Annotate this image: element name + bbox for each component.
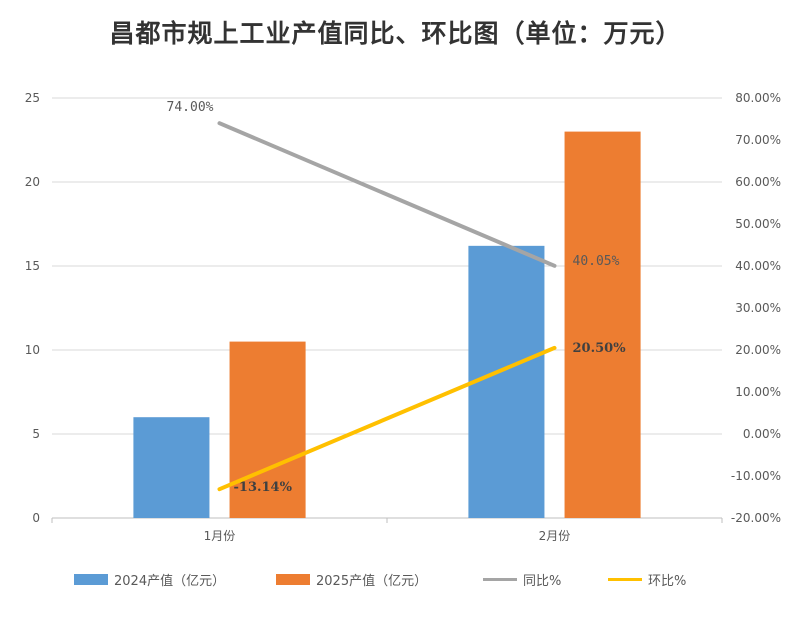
chart-canvas: 0 5 10 15 20 25 -20.00% -10.00% 0.00% 10.00% 20.00… (25, 91, 781, 543)
data-label-yoy: 40.05% (573, 254, 620, 269)
left-tick-label: 20 (25, 175, 40, 189)
x-tick-label: 2月份 (539, 529, 571, 543)
right-tick-label: 0.00% (743, 427, 781, 441)
x-tick-label: 1月份 (204, 529, 236, 543)
legend-item-yoy[interactable]: 同比% (483, 568, 561, 590)
legend-item-2025[interactable]: 2025产值（亿元） (276, 568, 427, 590)
legend-swatch-2024 (74, 573, 108, 585)
legend-swatch-mom (608, 577, 642, 581)
data-label-mom: 20.50% (573, 341, 627, 356)
line-yoy (217, 121, 557, 268)
legend-label-2024: 2024产值（亿元） (114, 573, 226, 589)
left-tick-label: 25 (25, 91, 40, 105)
right-tick-label: -20.00% (731, 511, 781, 525)
right-tick-label: 30.00% (735, 301, 781, 315)
bar-2024 (468, 245, 545, 518)
legend-item-mom[interactable]: 环比% (608, 568, 686, 590)
data-label-mom: -13.14% (234, 480, 293, 495)
bar-2024 (133, 417, 210, 518)
data-label-yoy: 74.00% (167, 100, 214, 115)
left-tick-label: 10 (25, 343, 40, 357)
legend-label-yoy: 同比% (523, 573, 562, 589)
bar-2025 (229, 341, 306, 518)
right-tick-label: 80.00% (735, 91, 781, 105)
left-tick-label: 0 (32, 511, 40, 525)
right-tick-label: -10.00% (731, 469, 781, 483)
right-tick-label: 70.00% (735, 133, 781, 147)
right-tick-label: 20.00% (735, 343, 781, 357)
legend-swatch-2025 (276, 573, 310, 585)
right-tick-label: 60.00% (735, 175, 781, 189)
legend-swatch-yoy (483, 577, 517, 581)
left-tick-label: 5 (32, 427, 40, 441)
right-tick-label: 50.00% (735, 217, 781, 231)
right-tick-label: 40.00% (735, 259, 781, 273)
legend-item-2024[interactable]: 2024产值（亿元） (74, 568, 225, 590)
chart-title: 昌都市规上工业产值同比、环比图（单位：万元） (109, 19, 682, 48)
left-tick-label: 15 (25, 259, 40, 273)
bar-2025 (564, 131, 641, 518)
legend-label-2025: 2025产值（亿元） (316, 573, 428, 589)
legend: 2024产值（亿元） 2025产值（亿元） 同比% 环比% (0, 568, 791, 590)
line-mom (217, 345, 557, 492)
right-tick-label: 10.00% (735, 385, 781, 399)
legend-label-mom: 环比% (648, 573, 687, 589)
